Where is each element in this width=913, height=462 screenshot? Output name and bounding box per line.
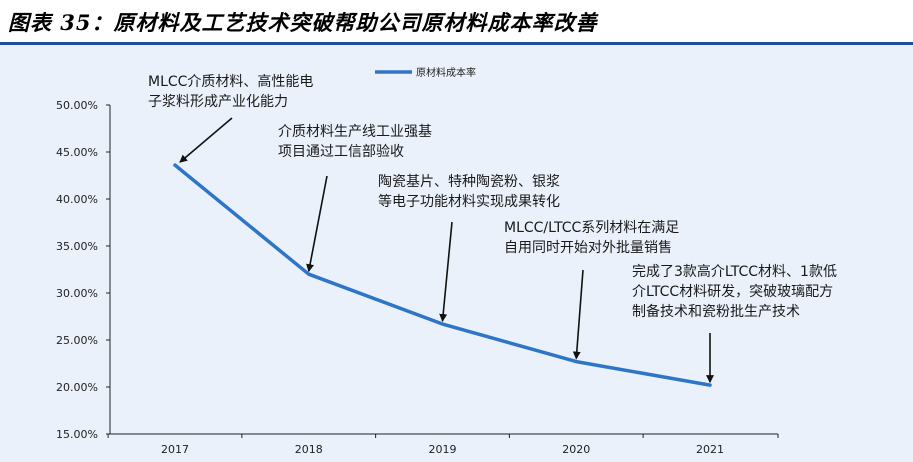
annotation-arrows: [179, 117, 714, 384]
annotation-line: 子浆料形成产业化能力: [148, 94, 288, 110]
y-tick-label: 20.00%: [56, 381, 98, 394]
legend: 原材料成本率: [375, 66, 476, 79]
chart-axes: [109, 105, 778, 435]
y-axis-ticks: 15.00% 20.00% 25.00% 30.00% 35.00% 40.00% 45.0…: [56, 99, 110, 441]
annotation-text: 完成了3款高介LTCC材料、1款低 介LTCC材料研发，突破玻璃配方 制备技术和瓷粉…: [632, 262, 837, 322]
annotation-text: MLCC/LTCC系列材料在满足 自用同时开始对外批量销售: [504, 218, 679, 258]
x-tick-label: 2020: [562, 443, 590, 456]
y-tick-label: 45.00%: [56, 146, 98, 159]
series-line: [173, 163, 712, 387]
y-tick-label: 25.00%: [56, 334, 98, 347]
x-tick-label: 2017: [161, 443, 189, 456]
figure-title: 图表 35：原材料及工艺技术突破帮助公司原材料成本率改善: [8, 10, 598, 35]
y-tick-label: 35.00%: [56, 240, 98, 253]
series-group: [173, 163, 712, 387]
annotation-line: 项目通过工信部验收: [278, 144, 404, 160]
figure-header: 图表 35：原材料及工艺技术突破帮助公司原材料成本率改善: [0, 0, 913, 42]
y-tick-label: 15.00%: [56, 428, 98, 441]
annotation-line: 等电子功能材料实现成果转化: [378, 194, 560, 210]
x-tick-label: 2018: [295, 443, 323, 456]
annotation-line: MLCC介质材料、高性能电: [148, 74, 314, 90]
title-underline: [0, 42, 913, 45]
annotation-line: 介质材料生产线工业强基: [278, 124, 432, 140]
x-axis-ticks: 2017 2018 2019 2020 2021: [107, 434, 779, 456]
x-tick-label: 2021: [696, 443, 724, 456]
annotation-text: 介质材料生产线工业强基 项目通过工信部验收: [278, 122, 432, 162]
annotation-line: 制备技术和瓷粉批生产技术: [632, 304, 800, 320]
annotation-line: 完成了3款高介LTCC材料、1款低: [632, 264, 837, 280]
annotation-line: 自用同时开始对外批量销售: [504, 240, 672, 256]
annotation-arrow: [439, 221, 453, 323]
annotation-arrow: [179, 117, 233, 163]
x-tick-label: 2019: [429, 443, 457, 456]
y-tick-label: 50.00%: [56, 99, 98, 112]
annotation-arrow: [572, 269, 584, 360]
annotation-line: 陶瓷基片、特种陶瓷粉、银浆: [378, 174, 560, 190]
annotation-line: 介LTCC材料研发，突破玻璃配方: [632, 284, 834, 300]
annotation-arrow: [306, 175, 328, 273]
chart-background: [0, 45, 913, 462]
annotation-text: 陶瓷基片、特种陶瓷粉、银浆 等电子功能材料实现成果转化: [378, 172, 560, 212]
annotation-line: MLCC/LTCC系列材料在满足: [504, 220, 680, 236]
legend-label: 原材料成本率: [416, 66, 476, 79]
y-tick-label: 30.00%: [56, 287, 98, 300]
y-tick-label: 40.00%: [56, 193, 98, 206]
annotation-text: MLCC介质材料、高性能电 子浆料形成产业化能力: [148, 72, 313, 112]
